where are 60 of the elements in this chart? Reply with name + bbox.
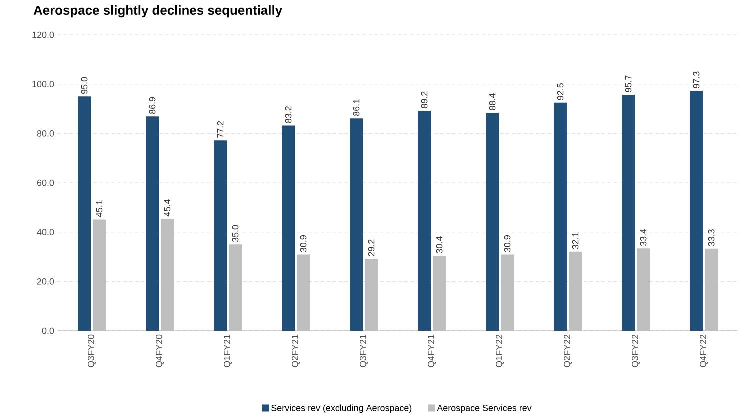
y-tick-label: 20.0 [37, 278, 54, 285]
bar [214, 140, 228, 331]
legend-label: Aerospace Services rev [437, 404, 532, 414]
bar [705, 248, 718, 331]
data-label: 30.9 [300, 236, 307, 252]
bar [486, 112, 500, 331]
bar [365, 258, 378, 331]
data-label: 45.4 [164, 200, 171, 217]
data-label: 95.7 [625, 76, 632, 92]
data-label: 30.9 [504, 236, 511, 252]
bar [569, 252, 582, 331]
bar [622, 94, 636, 331]
bar [501, 254, 514, 331]
bar [433, 256, 446, 331]
data-label: 33.3 [708, 230, 715, 246]
bar [146, 116, 160, 331]
data-label: 77.2 [217, 121, 224, 138]
x-tick-label: Q3FY21 [360, 334, 368, 368]
bar [418, 110, 432, 331]
x-tick-label: Q4FY22 [700, 334, 708, 368]
data-label: 33.4 [640, 229, 647, 246]
data-label: 45.1 [96, 200, 103, 218]
bar [229, 244, 242, 331]
data-label: 97.3 [693, 72, 700, 88]
x-tick-label: Q1FY22 [496, 334, 504, 368]
y-tick-label: 80.0 [37, 130, 54, 137]
bar [350, 118, 364, 331]
data-label: 86.1 [353, 99, 360, 116]
data-label: 83.2 [285, 106, 292, 124]
bar [282, 126, 296, 331]
bar [637, 248, 650, 331]
x-tick-label: Q4FY21 [428, 334, 436, 368]
y-tick-label: 60.0 [37, 180, 54, 186]
bar [92, 220, 106, 331]
bar [690, 90, 704, 331]
x-tick-label: Q1FY21 [224, 334, 232, 368]
bar [78, 96, 92, 331]
data-label: 92.5 [557, 84, 564, 100]
x-tick-label: Q2FY21 [292, 334, 300, 368]
x-tick-label: Q3FY22 [632, 334, 640, 368]
x-tick-label: Q4FY20 [156, 334, 164, 368]
data-label: 88.4 [489, 94, 496, 110]
bar [554, 102, 568, 331]
data-label: 89.2 [421, 92, 428, 108]
y-tick-label: 120.0 [32, 32, 54, 38]
chart-title: Aerospace slightly declines sequentially [34, 6, 282, 18]
x-tick-label: Q2FY22 [564, 334, 572, 368]
bar [161, 219, 174, 331]
bar [297, 254, 310, 331]
data-label: 35.0 [232, 225, 239, 242]
y-tick-label: 0.0 [42, 328, 54, 334]
data-label: 29.2 [368, 240, 375, 256]
data-label: 32.1 [572, 232, 579, 250]
data-label: 86.9 [149, 97, 156, 114]
y-tick-label: 100.0 [32, 81, 54, 88]
y-tick-label: 40.0 [37, 229, 54, 236]
data-label: 95.0 [81, 77, 88, 94]
legend-label: Services rev (excluding Aerospace) [272, 404, 412, 414]
x-tick-label: Q3FY20 [88, 334, 96, 368]
data-label: 30.4 [436, 236, 443, 254]
